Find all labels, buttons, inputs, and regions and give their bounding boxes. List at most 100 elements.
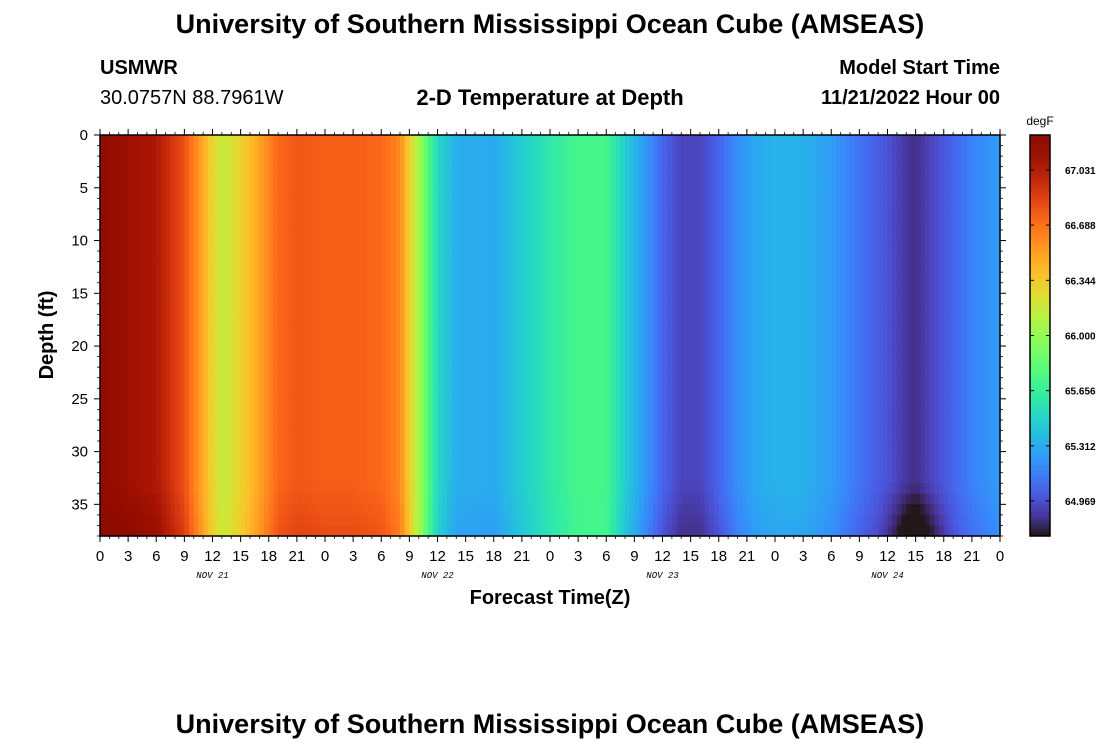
heatmap-cell <box>489 261 495 273</box>
heatmap-cell <box>756 272 762 284</box>
heatmap-cell <box>639 166 645 178</box>
heatmap-cell <box>915 177 921 189</box>
heatmap-cell <box>226 219 232 231</box>
heatmap-cell <box>456 166 462 178</box>
heatmap-cell <box>887 145 893 157</box>
heatmap-cell <box>451 272 457 284</box>
heatmap-cell <box>554 346 560 358</box>
heatmap-cell <box>868 251 875 263</box>
heatmap-cell <box>278 208 284 221</box>
heatmap-cell <box>226 208 232 221</box>
heatmap-cell <box>906 314 912 326</box>
heatmap-cell <box>657 145 664 157</box>
heatmap-cell <box>446 272 453 284</box>
heatmap-cell <box>385 229 392 242</box>
heatmap-cell <box>507 261 514 273</box>
heatmap-cell <box>723 388 729 400</box>
heatmap-cell <box>128 198 134 210</box>
heatmap-cell <box>193 261 200 273</box>
heatmap-cell <box>165 356 171 368</box>
heatmap-cell <box>531 398 537 410</box>
heatmap-cell <box>118 314 125 326</box>
heatmap-cell <box>212 240 218 252</box>
heatmap-cell <box>395 229 401 242</box>
heatmap-cell <box>831 335 837 347</box>
heatmap-cell <box>226 272 232 284</box>
heatmap-cell <box>700 282 706 294</box>
heatmap-cell <box>667 293 673 305</box>
heatmap-cell <box>803 240 809 252</box>
heatmap-cell <box>526 356 532 368</box>
heatmap-cell <box>217 156 223 168</box>
heatmap-cell <box>859 272 865 284</box>
heatmap-cell <box>807 156 814 168</box>
heatmap-cell <box>531 198 537 210</box>
heatmap-cell <box>920 187 926 199</box>
heatmap-cell <box>460 377 467 389</box>
heatmap-cell <box>409 166 415 178</box>
heatmap-cell <box>625 367 631 379</box>
heatmap-cell <box>854 219 860 231</box>
heatmap-cell <box>465 293 471 305</box>
heatmap-cell <box>376 324 382 337</box>
heatmap-cell <box>971 251 978 263</box>
heatmap-cell <box>184 145 190 157</box>
heatmap-cell <box>221 282 228 294</box>
heatmap-cell <box>737 293 743 305</box>
heatmap-cell <box>601 177 607 189</box>
heatmap-cell <box>770 335 776 347</box>
heatmap-cell <box>939 229 945 242</box>
heatmap-cell <box>165 156 171 168</box>
heatmap-cell <box>587 251 593 263</box>
heatmap-cell <box>765 156 771 168</box>
heatmap-cell <box>578 219 584 231</box>
heatmap-cell <box>165 293 171 305</box>
heatmap-cell <box>606 356 612 368</box>
heatmap-cell <box>212 229 218 242</box>
heatmap-cell <box>859 251 865 263</box>
heatmap-cell <box>348 346 354 358</box>
heatmap-cell <box>639 367 645 379</box>
heatmap-cell <box>559 303 565 315</box>
heatmap-cell <box>503 282 509 294</box>
heatmap-cell <box>268 272 275 284</box>
heatmap-cell <box>385 303 392 315</box>
heatmap-cell <box>189 135 195 147</box>
heatmap-cell <box>100 251 106 263</box>
heatmap-cell <box>390 240 396 252</box>
heatmap-cell <box>714 293 720 305</box>
heatmap-cell <box>414 198 420 210</box>
heatmap-cell <box>948 303 954 315</box>
heatmap-cell <box>639 272 645 284</box>
heatmap-cell <box>151 177 157 189</box>
heatmap-cell <box>179 335 185 347</box>
heatmap-cell <box>179 166 185 178</box>
heatmap-cell <box>662 198 668 210</box>
heatmap-cell <box>962 324 968 337</box>
heatmap-cell <box>667 335 673 347</box>
heatmap-cell <box>910 367 917 379</box>
heatmap-cell <box>301 367 307 379</box>
heatmap-cell <box>376 314 382 326</box>
heatmap-cell <box>957 229 964 242</box>
heatmap-cell <box>123 377 129 389</box>
heatmap-cell <box>896 367 903 379</box>
heatmap-cell <box>165 229 171 242</box>
heatmap-cell <box>765 177 771 189</box>
heatmap-cell <box>812 324 818 337</box>
heatmap-cell <box>128 272 134 284</box>
heatmap-cell <box>512 388 518 400</box>
heatmap-cell <box>704 303 710 315</box>
heatmap-cell <box>728 261 734 273</box>
heatmap-cell <box>878 135 884 147</box>
heatmap-cell <box>357 356 364 368</box>
heatmap-cell <box>760 229 767 242</box>
heatmap-cell <box>850 229 856 242</box>
heatmap-cell <box>203 356 209 368</box>
heatmap-cell <box>160 166 167 178</box>
heatmap-cell <box>962 303 968 315</box>
heatmap-cell <box>732 388 739 400</box>
heatmap-cell <box>273 251 279 263</box>
heatmap-cell <box>385 272 392 284</box>
heatmap-cell <box>156 135 162 147</box>
